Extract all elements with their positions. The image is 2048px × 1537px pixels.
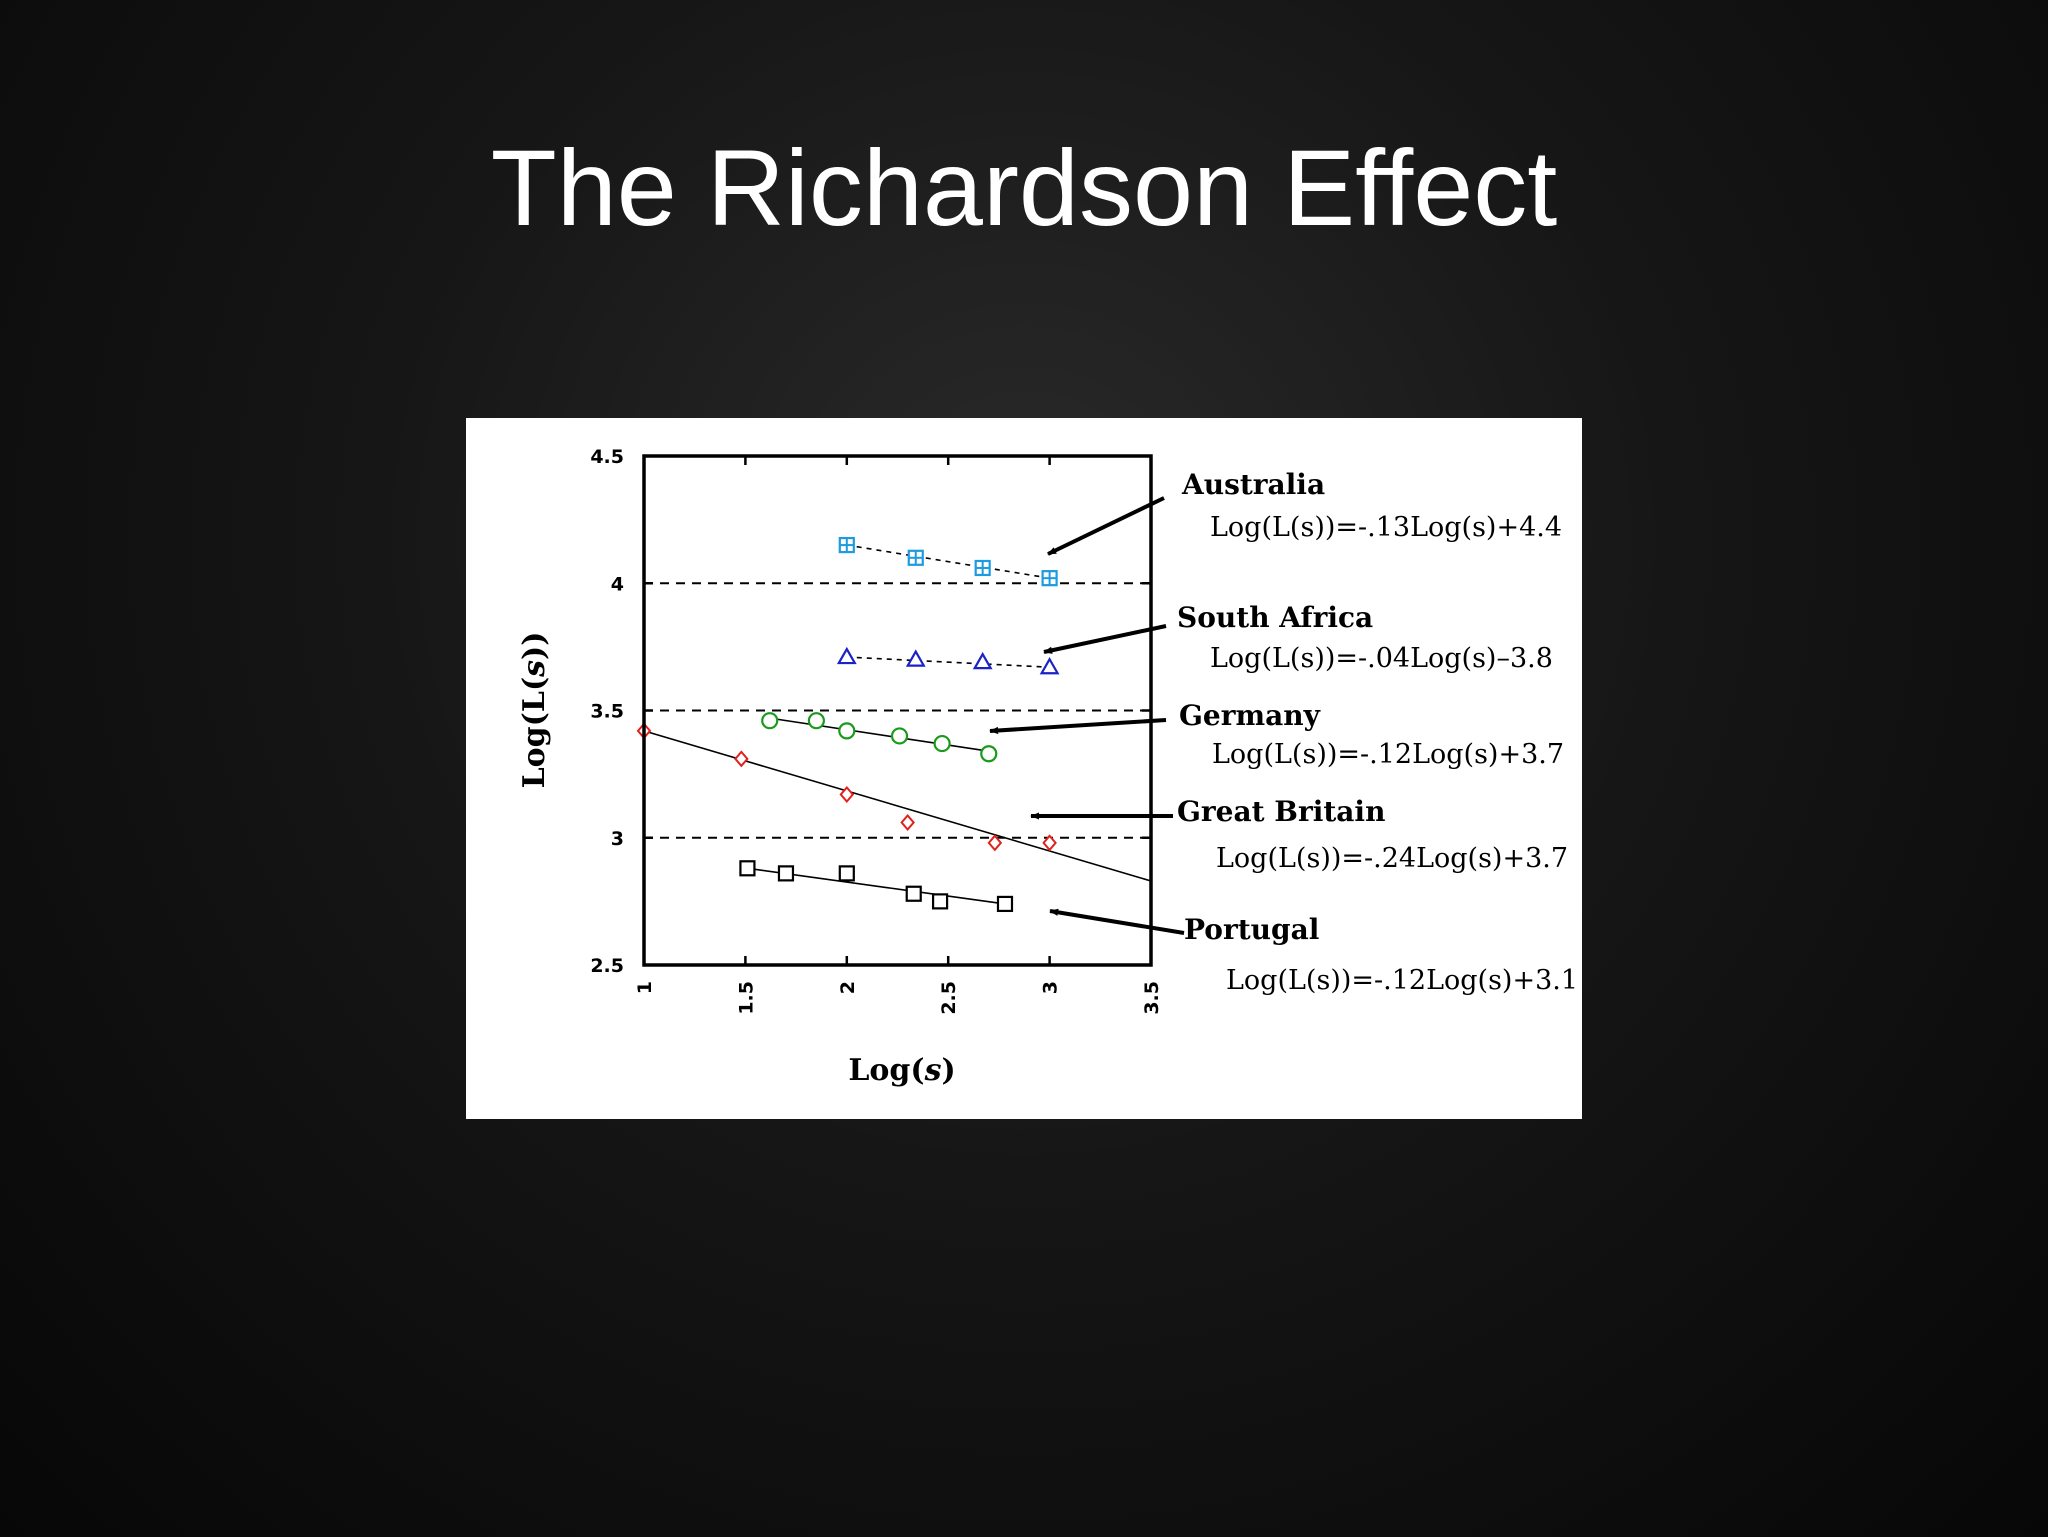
- y-tick-label: 4: [611, 573, 624, 595]
- data-point-portugal: [838, 865, 855, 882]
- richardson-chart: 2.5 3 3.5 4 4.5 1 1.5 2 2.5 3 3.5 Australia Log(L(s…: [517, 446, 1578, 1088]
- fit-line-great-britain: [643, 730, 1152, 882]
- reference-lines: [644, 582, 1151, 839]
- y-axis-label: Log(L(s)): [517, 632, 552, 789]
- data-point-germany: [761, 712, 779, 730]
- data-point-great-britain: [987, 834, 1003, 852]
- legend-label-south-africa: South Africa: [1177, 601, 1373, 634]
- data-point-australia: [974, 559, 991, 577]
- y-tick-label: 3.5: [590, 701, 624, 723]
- axis-ticks: 2.5 3 3.5 4 4.5 1 1.5 2 2.5 3 3.5: [590, 446, 1163, 1015]
- x-tick-label: 2.5: [938, 981, 960, 1015]
- arrow-australia: [1047, 496, 1165, 556]
- equation-australia: Log(L(s))=-.13Log(s)+4.4: [1210, 512, 1562, 543]
- equation-germany: Log(L(s))=-.12Log(s)+3.7: [1212, 739, 1564, 770]
- data-point-south-africa: [836, 646, 857, 665]
- data-point-south-africa: [905, 649, 926, 667]
- y-tick-label: 2.5: [590, 955, 624, 977]
- data-point-germany: [838, 722, 856, 740]
- legend-label-germany: Germany: [1179, 699, 1321, 732]
- y-tick-label: 4.5: [590, 446, 624, 468]
- fit-line-south-africa: [846, 656, 1050, 669]
- equation-portugal: Log(L(s))=-.12Log(s)+3.1: [1226, 965, 1578, 996]
- data-points: [636, 536, 1060, 913]
- data-point-south-africa: [1039, 657, 1060, 675]
- data-point-germany: [807, 712, 825, 730]
- fit-line-australia: [846, 544, 1050, 579]
- data-point-portugal: [931, 893, 949, 910]
- data-point-germany: [933, 734, 951, 753]
- x-tick-label: 3.5: [1141, 981, 1163, 1015]
- arrow-south-africa: [1043, 624, 1167, 654]
- data-point-australia: [1041, 570, 1058, 587]
- x-tick-label: 3: [1040, 981, 1062, 994]
- data-point-great-britain: [900, 813, 915, 832]
- x-tick-label: 1: [634, 981, 656, 994]
- data-point-portugal: [777, 865, 795, 882]
- data-point-great-britain: [1042, 834, 1057, 852]
- data-point-great-britain: [839, 785, 855, 804]
- legend-label-great-britain: Great Britain: [1177, 795, 1385, 828]
- x-axis-label: Log(s): [848, 1053, 955, 1088]
- data-point-germany: [980, 745, 998, 763]
- data-point-portugal: [739, 860, 756, 877]
- fit-line-germany: [769, 717, 989, 753]
- equation-great-britain: Log(L(s))=-.24Log(s)+3.7: [1216, 843, 1568, 874]
- legend-label-australia: Australia: [1181, 468, 1325, 501]
- chart-figure-panel: 2.5 3 3.5 4 4.5 1 1.5 2 2.5 3 3.5 Australia Log(L(s…: [466, 418, 1582, 1119]
- data-point-germany: [890, 727, 909, 745]
- legend-label-portugal: Portugal: [1184, 913, 1319, 946]
- slide-title: The Richardson Effect: [490, 127, 1558, 248]
- data-point-portugal: [996, 895, 1014, 913]
- equation-south-africa: Log(L(s))=-.04Log(s)–3.8: [1210, 643, 1553, 674]
- data-point-great-britain: [734, 750, 749, 768]
- data-point-portugal: [905, 885, 922, 902]
- data-point-australia: [907, 549, 924, 566]
- fit-lines: [643, 544, 1152, 905]
- y-tick-label: 3: [611, 828, 624, 850]
- x-tick-label: 2: [837, 981, 859, 994]
- data-point-south-africa: [972, 651, 993, 670]
- annotations: Australia Log(L(s))=-.13Log(s)+4.4 South A…: [989, 468, 1578, 996]
- arrow-portugal: [1049, 908, 1185, 935]
- x-tick-label: 1.5: [735, 981, 757, 1015]
- data-point-australia: [838, 536, 855, 554]
- arrow-germany: [989, 718, 1167, 735]
